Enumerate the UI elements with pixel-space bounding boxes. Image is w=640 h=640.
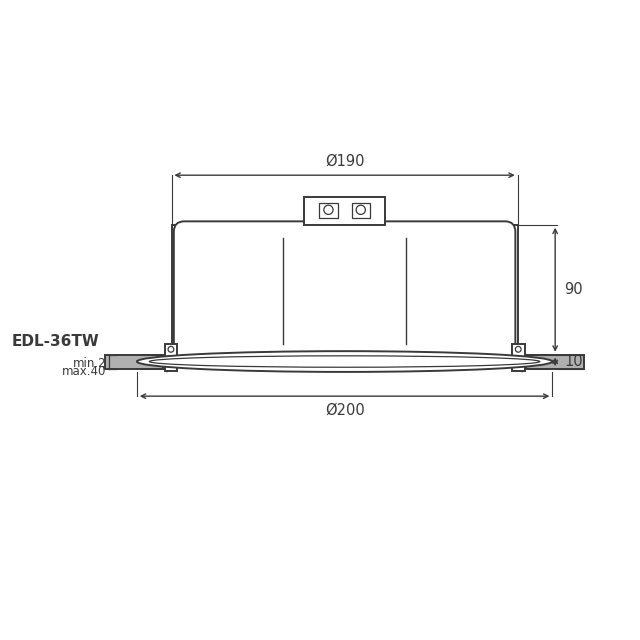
Text: min.2: min.2 (73, 357, 106, 370)
Text: Ø200: Ø200 (324, 403, 364, 418)
Bar (105, 355, 163, 369)
Circle shape (356, 205, 365, 214)
Text: 10: 10 (564, 355, 583, 369)
Bar (319, 204, 338, 218)
Bar (172, 225, 518, 355)
Text: EDL-36TW: EDL-36TW (12, 334, 99, 349)
Text: max.40: max.40 (62, 365, 106, 378)
FancyBboxPatch shape (174, 221, 515, 360)
Circle shape (168, 346, 174, 352)
Circle shape (515, 346, 521, 352)
Bar (304, 197, 385, 225)
Circle shape (168, 356, 174, 362)
Text: Ø190: Ø190 (325, 153, 364, 168)
Bar (164, 344, 177, 371)
Ellipse shape (137, 351, 552, 372)
Bar (526, 355, 584, 369)
Text: 90: 90 (564, 282, 583, 297)
Circle shape (515, 356, 521, 362)
Circle shape (324, 205, 333, 214)
Bar (512, 344, 525, 371)
Ellipse shape (149, 356, 540, 367)
Bar (351, 204, 370, 218)
